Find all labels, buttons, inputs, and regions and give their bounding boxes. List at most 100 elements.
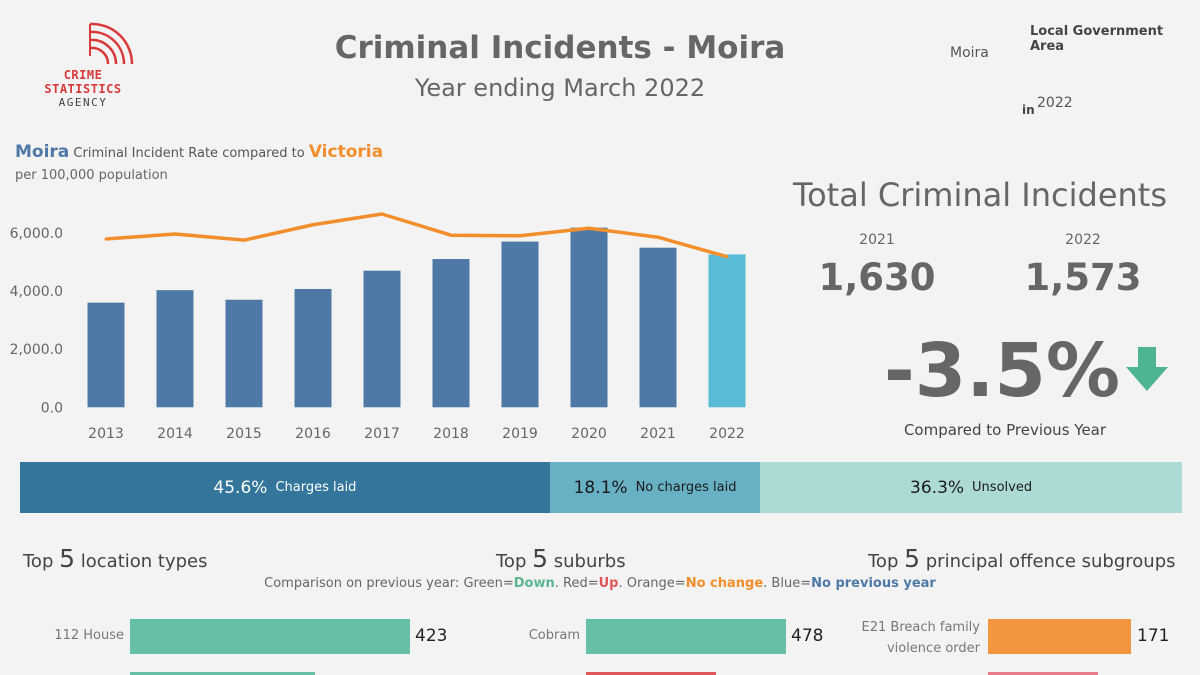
victoria-point-2020 [587,226,591,230]
top-offences-title: Top 5 principal offence subgroups [868,544,1176,573]
location-bar[interactable] [130,619,410,654]
page-title: Criminal Incidents - Moira [334,30,786,66]
bar-2019[interactable] [501,241,539,408]
percent-change: -3.5% [884,328,1120,414]
outcome-unsolved[interactable]: 36.3% Unsolved [760,462,1182,513]
outcome-label: Unsolved [972,480,1033,495]
y-tick-label: 2,000.0 [10,342,63,358]
bar-2016[interactable] [294,288,332,408]
victoria-point-2016 [311,223,315,227]
curr-year-label: 2022 [1065,232,1101,248]
top-suburbs-title: Top 5 suburbs [496,544,626,573]
y-tick-label: 6,000.0 [10,226,63,242]
outcome-label: Charges laid [275,480,357,495]
x-tick-label: 2016 [295,426,331,442]
location-value: 423 [415,626,448,646]
x-tick-label: 2018 [433,426,469,442]
offence-label-line2: violence order [886,641,980,656]
legend-green: Green [463,576,503,591]
victoria-point-2019 [518,234,522,238]
location-bar[interactable] [130,672,315,675]
location-label: 112 House [54,628,124,643]
crime-statistics-agency-logo [89,22,134,65]
investigation-outcomes-bar: 45.6% Charges laid 18.1% No charges laid… [20,462,1182,513]
x-tick-label: 2017 [364,426,400,442]
chart-heading-compared: compared to [222,146,305,161]
x-tick-label: 2022 [709,426,745,442]
lga-filter-label: Local Government Area [1030,24,1164,54]
legend-down: Down [513,576,555,591]
section-name: location types [80,551,208,572]
bar-2021[interactable] [639,247,677,408]
logo-line-statistics: STATISTICS [44,82,122,96]
page-subtitle: Year ending March 2022 [414,74,706,102]
prev-year-label: 2021 [859,232,895,248]
incident-rate-chart: 6,000.0 4,000.0 2,000.0 0.0 2013 2014 2015 2016… [10,212,746,442]
victoria-point-2017 [380,212,384,216]
top-locations-title: Top 5 location types [23,544,207,573]
section-name: suburbs [553,551,626,572]
bar-2013[interactable] [87,302,125,408]
outcome-percent: 36.3% [910,477,965,498]
y-tick-label: 4,000.0 [10,284,63,300]
percent-change-label: Compared to Previous Year [903,421,1107,439]
outcome-percent: 45.6% [213,477,268,498]
chart-heading-measure: Criminal Incident Rate [73,146,219,161]
offence-label-line1: E21 Breach family [861,620,980,635]
logo-line-agency: AGENCY [58,96,108,109]
total-incidents-title: Total Criminal Incidents [792,176,1167,214]
down-arrow-icon [1126,347,1168,391]
bar-2018[interactable] [432,259,470,408]
x-tick-label: 2014 [157,426,193,442]
outcome-label: No charges laid [635,480,737,495]
suburb-bar[interactable] [586,672,716,675]
chart-heading-state: Victoria [308,142,384,162]
comparison-legend: Comparison on previous year: Green=Down.… [264,576,936,591]
legend-red: Red [563,576,588,591]
victoria-point-2013 [104,237,108,241]
top-word: Top [868,551,899,572]
bar-2014[interactable] [156,290,194,408]
year-filter-value[interactable]: 2022 [1037,95,1073,111]
logo-line-crime: CRIME [63,68,103,82]
chart-subtitle: per 100,000 population [15,168,168,183]
chart-heading-lga: Moira [15,142,70,162]
x-tick-label: 2020 [571,426,607,442]
victoria-rate-line [105,212,728,259]
year-filter-label: in [1022,103,1035,117]
victoria-point-2022 [725,255,729,259]
outcome-no-charges-laid[interactable]: 18.1% No charges laid [549,462,761,513]
victoria-point-2014 [173,232,177,236]
top-n: 5 [904,544,921,573]
x-tick-label: 2013 [88,426,124,442]
x-tick-label: 2015 [226,426,262,442]
lga-filter-value[interactable]: Moira [950,45,989,61]
suburb-value: 478 [791,626,824,646]
legend-no-previous: No previous year [811,576,936,591]
bar-2022[interactable] [708,254,746,408]
y-tick-label: 0.0 [41,400,63,416]
outcome-percent: 18.1% [573,477,628,498]
top-word: Top [23,551,54,572]
victoria-point-2021 [656,235,660,239]
top-n: 5 [59,544,76,573]
bar-2015[interactable] [225,299,263,408]
victoria-point-2015 [242,238,246,242]
legend-blue: Blue [771,576,801,591]
section-name: principal offence subgroups [925,551,1176,572]
x-tick-label: 2019 [502,426,538,442]
offence-value: 171 [1137,626,1170,646]
logo-wordmark: CRIME STATISTICS AGENCY [28,68,138,110]
bar-2017[interactable] [363,270,401,408]
legend-up: Up [598,576,619,591]
bar-2020[interactable] [570,227,608,408]
suburb-label: Cobram [528,628,580,643]
top-word: Top [496,551,527,572]
suburb-bar[interactable] [586,619,786,654]
victoria-point-2018 [449,233,453,237]
offence-bar[interactable] [988,672,1098,675]
outcome-charges-laid[interactable]: 45.6% Charges laid [20,462,550,513]
curr-year-total: 1,573 [1024,256,1142,299]
legend-orange: Orange [626,576,675,591]
offence-bar[interactable] [988,619,1131,654]
